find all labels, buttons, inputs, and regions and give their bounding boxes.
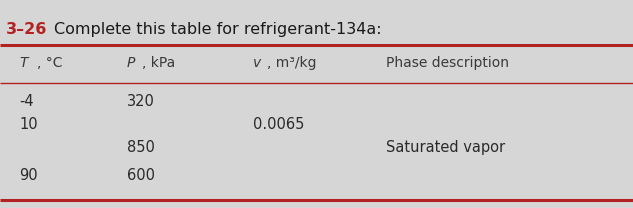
Text: Complete this table for refrigerant-134a:: Complete this table for refrigerant-134a… — [54, 22, 382, 37]
Text: 320: 320 — [127, 94, 154, 109]
Text: , °C: , °C — [37, 56, 62, 71]
Text: Saturated vapor: Saturated vapor — [386, 140, 505, 155]
Text: Phase description: Phase description — [386, 56, 509, 71]
Text: 3–26: 3–26 — [6, 22, 47, 37]
Text: v: v — [253, 56, 261, 71]
Text: , kPa: , kPa — [142, 56, 176, 71]
Text: , m³/kg: , m³/kg — [267, 56, 316, 71]
Text: 600: 600 — [127, 168, 154, 183]
Text: 850: 850 — [127, 140, 154, 155]
Text: 90: 90 — [19, 168, 37, 183]
Text: T: T — [19, 56, 27, 71]
Text: -4: -4 — [19, 94, 34, 109]
Text: P: P — [127, 56, 135, 71]
Text: 10: 10 — [19, 117, 37, 132]
Text: 0.0065: 0.0065 — [253, 117, 304, 132]
